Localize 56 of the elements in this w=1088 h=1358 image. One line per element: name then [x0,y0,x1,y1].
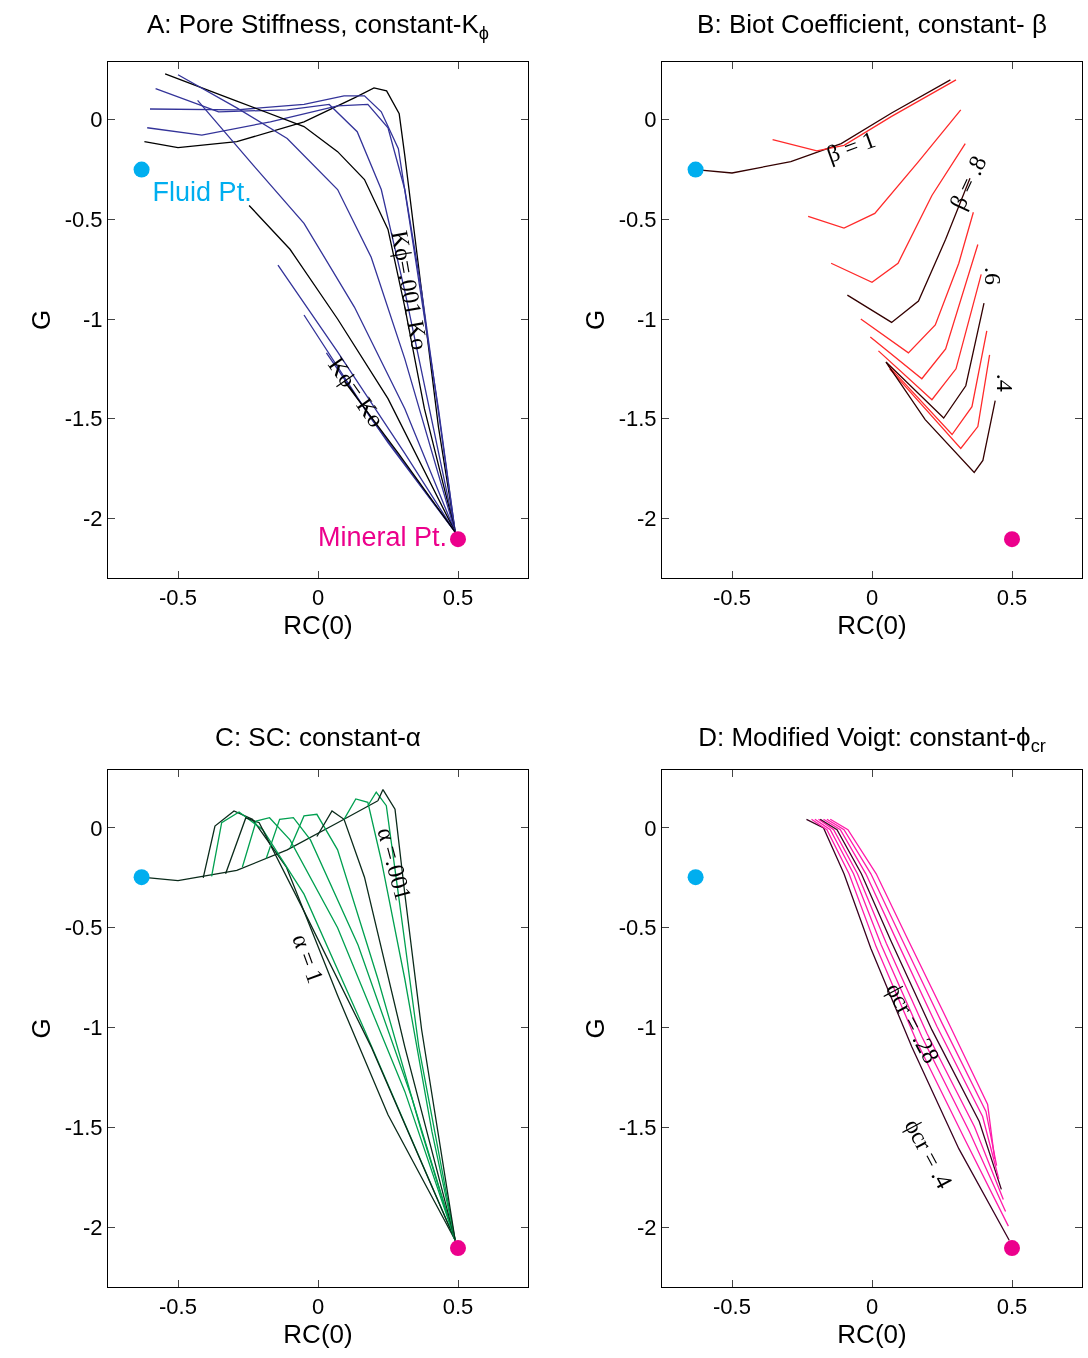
x-tick-label: -0.5 [713,1294,751,1320]
series-label: Mineral Pt. [317,521,447,552]
x-tick-label: -0.5 [713,585,751,611]
x-tick-label: 0 [311,585,325,611]
y-tick-label: -1.5 [64,406,103,432]
x-tick-label: 0 [865,1294,879,1320]
y-tick-label: -1 [637,1015,657,1041]
y-tick-label: 0 [644,815,657,841]
x-tick-label: 0.5 [996,585,1028,611]
y-tick-label: -2 [83,1214,103,1240]
y-axis-title: G [580,309,611,331]
annotation: α = 1 [287,930,329,987]
y-tick-label: 0 [90,107,103,133]
chart-title: B: Biot Coefficient, constant- β [697,9,1047,40]
series-label: Fluid Pt. [152,176,252,207]
y-tick-label: 0 [644,107,657,133]
x-tick-label: 0 [311,1294,325,1320]
y-tick-label: 0 [90,815,103,841]
y-axis-title: G [26,309,57,331]
annotation: β = 1 [823,126,879,168]
y-tick-label: -0.5 [64,915,103,941]
y-tick-label: -1 [83,306,103,332]
x-tick-label: 0.5 [996,1294,1028,1320]
annotation: Kϕ= Ko [323,352,390,432]
x-tick-label: 0.5 [442,585,474,611]
y-axis-title: G [26,1018,57,1039]
chart-title: C: SC: constant-α [215,722,421,753]
chart-title: A: Pore Stiffness, constant-K$_{ϕ}$ [146,9,490,43]
y-axis-title: G [580,1018,611,1039]
annotation: ϕcr = .4 [899,1114,958,1193]
y-tick-label: -1.5 [618,1115,657,1141]
x-axis-title: RC(0) [837,610,907,641]
x-tick-label: -0.5 [159,585,197,611]
x-tick-label: -0.5 [159,1294,197,1320]
y-tick-label: -2 [637,1214,657,1240]
y-tick-label: -1 [637,306,657,332]
y-tick-label: -2 [83,505,103,531]
y-tick-label: -0.5 [618,207,657,233]
annotation: α =.001 [372,824,417,904]
y-tick-label: -0.5 [64,207,103,233]
x-axis-title: RC(0) [283,1319,353,1350]
annotation: ϕcr = .28 [880,978,945,1068]
annotation: β = .8 [944,151,992,214]
x-axis-title: RC(0) [283,610,353,641]
y-tick-label: -1.5 [618,406,657,432]
annotation: Kϕ=.001 Ko [386,228,433,353]
annotation: .6 [980,267,1007,286]
x-tick-label: 0.5 [442,1294,474,1320]
y-tick-label: -1.5 [64,1115,103,1141]
annotation: .4 [992,373,1019,392]
x-axis-title: RC(0) [837,1319,907,1350]
y-tick-label: -0.5 [618,915,657,941]
y-tick-label: -2 [637,505,657,531]
y-tick-label: -1 [83,1015,103,1041]
x-tick-label: 0 [865,585,879,611]
chart-title: D: Modified Voigt: constant-ϕ$_{cr}$ [698,722,1046,756]
